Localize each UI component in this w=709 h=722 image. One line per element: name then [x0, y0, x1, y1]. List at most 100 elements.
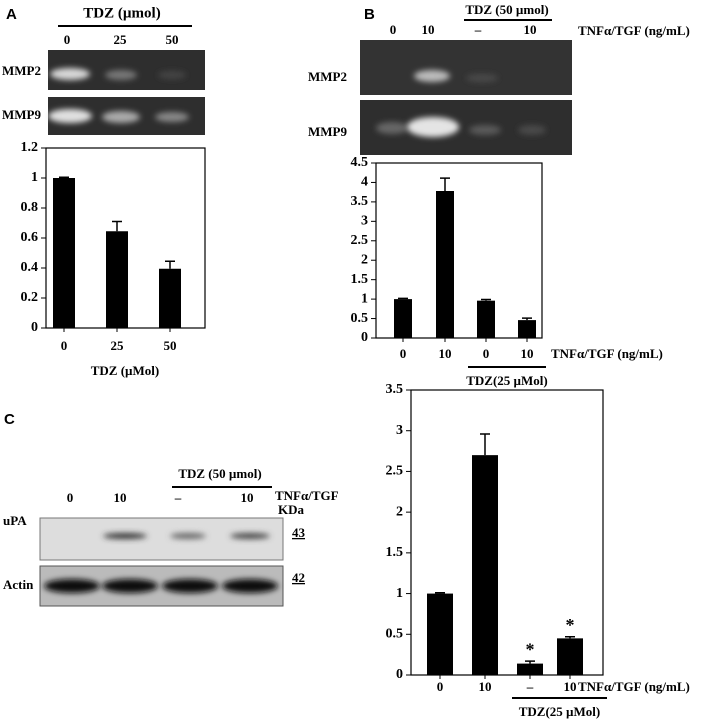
lane-label: 10 — [241, 490, 254, 505]
error-bar — [112, 220, 122, 232]
treatment-label: TDZ (µmol) — [83, 5, 160, 21]
treatment-label: TDZ (50 µmol) — [465, 2, 548, 17]
y-tick-label: 4.5 — [351, 155, 369, 170]
x-axis-label: TNFα/TGF (ng/mL) — [578, 679, 690, 694]
error-bar — [435, 592, 445, 594]
x-tick-label: – — [526, 679, 534, 694]
x-tick-label: 10 — [479, 679, 492, 694]
y-tick-label: 0.5 — [386, 627, 404, 642]
significance-mark: * — [526, 639, 535, 659]
lane-label: – — [174, 490, 182, 505]
band — [44, 579, 100, 593]
y-tick-label: 1 — [396, 586, 403, 601]
band — [48, 109, 92, 123]
bar — [517, 663, 543, 675]
blot — [360, 40, 572, 95]
band — [466, 74, 498, 82]
y-tick-label: 1 — [361, 291, 368, 306]
x-tick-label: 0 — [437, 679, 444, 694]
bar — [557, 638, 583, 675]
bar — [518, 320, 536, 338]
band — [158, 71, 186, 79]
y-tick-label: 2.5 — [351, 233, 369, 248]
band — [376, 122, 408, 134]
band — [162, 579, 218, 593]
lane-label: 0 — [67, 490, 74, 505]
lane-axis-label: TNFα/TGF (ng/mL) — [578, 23, 690, 38]
y-tick-label: 3 — [361, 214, 368, 229]
size-unit: KDa — [278, 502, 305, 517]
lane-label: 0 — [390, 22, 397, 37]
lane-label: – — [474, 22, 482, 37]
bar — [427, 593, 453, 675]
y-tick-label: 0.2 — [21, 290, 39, 305]
error-bar — [440, 177, 450, 191]
x-tick-label: 25 — [111, 338, 125, 353]
panel-letter: A — [6, 6, 17, 23]
size-label: 43 — [292, 525, 306, 540]
y-tick-label: 1.5 — [386, 545, 404, 560]
y-tick-label: 3 — [396, 423, 403, 438]
row-label: MMP9 — [2, 107, 41, 122]
panel-letter: C — [4, 411, 15, 428]
band — [469, 125, 501, 135]
band — [518, 125, 546, 135]
bar — [436, 191, 454, 338]
size-label: 42 — [292, 570, 305, 585]
lane-label: 50 — [166, 32, 179, 47]
x-tick-label: 50 — [164, 338, 177, 353]
band — [102, 111, 140, 123]
error-bar — [480, 433, 490, 456]
error-bar — [565, 635, 575, 639]
band — [103, 533, 147, 539]
y-tick-label: 3.5 — [386, 382, 404, 397]
x-tick-label: 0 — [61, 338, 68, 353]
lane-label: 0 — [64, 32, 71, 47]
row-label: MMP2 — [2, 63, 41, 78]
y-tick-label: 1.2 — [21, 140, 39, 155]
y-tick-label: 0.4 — [21, 260, 39, 275]
y-tick-label: 0.8 — [21, 200, 39, 215]
lane-label: 10 — [422, 22, 435, 37]
lane-label: 25 — [114, 32, 128, 47]
y-tick-label: 3.5 — [351, 194, 369, 209]
y-tick-label: 0.5 — [351, 311, 369, 326]
y-tick-label: 0.6 — [21, 230, 39, 245]
bar — [477, 300, 495, 338]
error-bar — [165, 260, 175, 269]
band — [155, 112, 189, 122]
y-tick-label: 1.5 — [351, 272, 369, 287]
band — [407, 117, 459, 137]
y-tick-label: 1 — [31, 170, 38, 185]
row-label: MMP9 — [308, 124, 347, 139]
lane-axis-label: TNFα/TGF — [275, 488, 339, 503]
plot-frame — [375, 162, 543, 339]
band — [230, 533, 270, 539]
band — [414, 70, 450, 82]
error-bar — [525, 660, 535, 664]
y-tick-label: 2.5 — [386, 464, 404, 479]
panel-letter: B — [364, 6, 375, 23]
x-tick-label: 10 — [521, 346, 534, 361]
y-tick-label: 0 — [361, 330, 368, 345]
y-tick-label: 2 — [361, 252, 368, 267]
x-tick-label: 10 — [564, 679, 577, 694]
group-label: TDZ(25 µMol) — [519, 704, 601, 719]
x-tick-label: 0 — [483, 346, 490, 361]
group-label: TDZ(25 µMol) — [466, 373, 548, 388]
band — [222, 579, 278, 593]
error-bar — [398, 297, 408, 300]
blot — [39, 517, 284, 561]
error-bar — [481, 298, 491, 301]
y-tick-label: 0 — [31, 320, 38, 335]
band — [50, 68, 90, 80]
plot-frame — [410, 389, 604, 676]
bar — [472, 455, 498, 675]
x-tick-label: 10 — [439, 346, 452, 361]
lane-label: 10 — [114, 490, 127, 505]
x-axis-label: TNFα/TGF (ng/mL) — [551, 346, 663, 361]
bar — [53, 178, 75, 328]
band — [102, 579, 158, 593]
y-tick-label: 4 — [361, 175, 368, 190]
